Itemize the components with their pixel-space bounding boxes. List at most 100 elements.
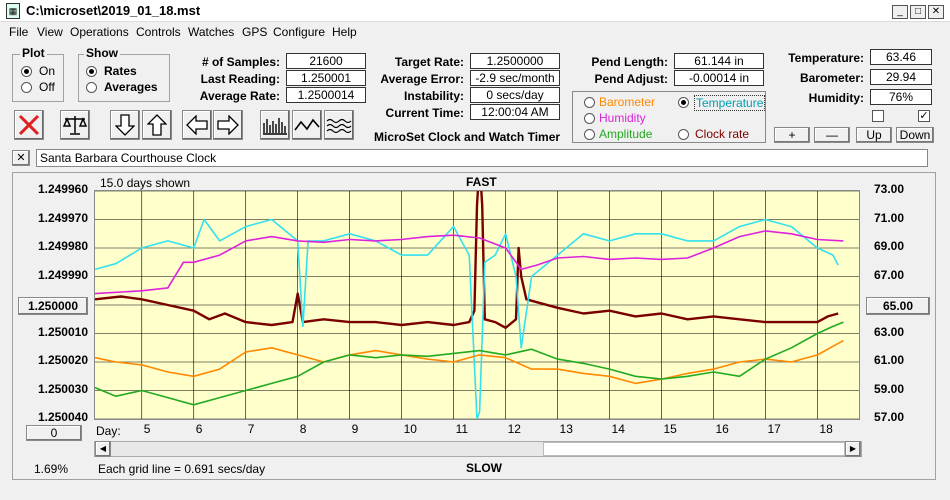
day-tick-label: 9 xyxy=(351,422,359,436)
pend-length-value: 61.144 in xyxy=(674,53,764,69)
day-tick-label: 7 xyxy=(247,422,255,436)
day-axis-label: Day: xyxy=(96,424,121,438)
app-caption: MicroSet Clock and Watch Timer xyxy=(374,130,561,144)
day-tick-label: 11 xyxy=(455,422,469,436)
menu-file[interactable]: File xyxy=(9,25,29,39)
title-bar: ▦ C:\microset\2019_01_18.mst _ □ ✕ xyxy=(0,0,950,22)
plot-on-radio[interactable] xyxy=(21,66,32,77)
temperature-radio[interactable] xyxy=(678,97,689,108)
scroll-offset-button[interactable]: 0 xyxy=(26,425,82,441)
clear-button[interactable] xyxy=(14,110,44,140)
close-window-button[interactable]: ✕ xyxy=(928,5,944,19)
maximize-button[interactable]: □ xyxy=(910,5,926,19)
menu-gps[interactable]: GPS xyxy=(242,25,268,39)
barometer-radio[interactable] xyxy=(584,97,595,108)
menu-configure[interactable]: Configure xyxy=(273,25,326,39)
show-rates-radio[interactable] xyxy=(86,66,97,77)
clock-rate-option[interactable]: Clock rate xyxy=(695,127,750,141)
left-tick-label: 1.249980 xyxy=(37,239,88,253)
average-rate-value: 1.2500014 xyxy=(286,87,366,103)
humidity-option[interactable]: Humidity xyxy=(599,111,646,125)
menu-view[interactable]: View xyxy=(37,25,63,39)
right-axis: 73.00 71.00 69.00 67.00 63.00 61.00 59.00 57.00 xyxy=(868,182,932,424)
plot-off-label[interactable]: Off xyxy=(39,80,55,94)
close-clock-button[interactable]: ✕ xyxy=(12,150,30,166)
minimize-button[interactable]: _ xyxy=(892,5,908,19)
window-title: C:\microset\2019_01_18.mst xyxy=(26,3,201,18)
bars-view-button[interactable] xyxy=(260,110,290,140)
menu-watches[interactable]: Watches xyxy=(188,25,235,39)
amplitude-radio[interactable] xyxy=(584,129,595,140)
right-tick-label: 57.00 xyxy=(874,410,905,424)
show-averages-radio[interactable] xyxy=(86,82,97,93)
option-checkbox-2[interactable]: ✓ xyxy=(918,110,930,122)
balance-scale-icon xyxy=(62,116,88,135)
last-reading-label: Last Reading: xyxy=(200,72,280,86)
menu-controls[interactable]: Controls xyxy=(136,25,181,39)
pend-adjust-value: -0.00014 in xyxy=(674,70,764,86)
humidity-label: Humidity: xyxy=(808,91,864,105)
show-group xyxy=(78,54,170,102)
clock-name-input[interactable]: Santa Barbara Courthouse Clock xyxy=(36,149,928,167)
horizontal-scrollbar[interactable]: ◀ ▶ xyxy=(94,441,862,457)
menu-bar: File View Operations Controls Watches GP… xyxy=(0,22,950,42)
scale-up-button[interactable]: Up xyxy=(856,127,892,143)
samples-label: # of Samples: xyxy=(201,55,280,69)
balance-button[interactable] xyxy=(60,110,90,140)
plot-on-label[interactable]: On xyxy=(39,64,56,78)
slow-caption: SLOW xyxy=(466,461,502,475)
target-rate-value[interactable]: 1.2500000 xyxy=(470,53,560,69)
plot-off-radio[interactable] xyxy=(21,82,32,93)
temperature-label: Temperature: xyxy=(788,51,864,65)
current-time-label: Current Time: xyxy=(385,106,464,120)
series-line-temperature xyxy=(94,218,839,420)
pend-length-label: Pend Length: xyxy=(591,55,668,69)
pend-adjust-label: Pend Adjust: xyxy=(594,72,668,86)
last-reading-value: 1.250001 xyxy=(286,70,366,86)
option-checkbox-1[interactable] xyxy=(872,110,884,122)
plot-group xyxy=(12,54,64,102)
right-tick-label: 73.00 xyxy=(874,182,905,196)
day-tick-label: 6 xyxy=(195,422,203,436)
days-shown-caption: 15.0 days shown xyxy=(100,176,191,190)
scroll-right-icon[interactable]: ▶ xyxy=(845,441,861,457)
up-arrow-button[interactable] xyxy=(142,110,172,140)
clock-rate-radio[interactable] xyxy=(678,129,689,140)
bar-graph-icon xyxy=(263,118,287,135)
left-tick-label: 1.250030 xyxy=(37,381,88,396)
line-view-button[interactable] xyxy=(292,110,322,140)
menu-operations[interactable]: Operations xyxy=(70,25,129,39)
grid-note: Each grid line = 0.691 secs/day xyxy=(98,462,266,476)
chart-frame xyxy=(12,172,936,480)
right-arrow-button[interactable] xyxy=(213,110,243,140)
left-tick-label: 1.250020 xyxy=(37,353,88,367)
right-tick-label: 71.00 xyxy=(874,210,905,225)
menu-help[interactable]: Help xyxy=(332,25,357,39)
scroll-thumb[interactable] xyxy=(543,442,845,456)
temperature-value: 63.46 xyxy=(870,49,932,65)
humidity-radio[interactable] xyxy=(584,113,595,124)
temperature-option[interactable]: Temperature xyxy=(694,95,766,111)
series-line-barometer xyxy=(94,339,844,385)
scale-down-button[interactable]: Down xyxy=(896,127,934,143)
down-arrow-button[interactable] xyxy=(110,110,140,140)
day-tick-label: 16 xyxy=(715,422,729,436)
center-rate-button[interactable]: 1.250000 xyxy=(18,297,88,315)
show-averages-label[interactable]: Averages xyxy=(104,80,158,94)
average-rate-label: Average Rate: xyxy=(199,89,280,103)
scroll-left-icon[interactable]: ◀ xyxy=(95,441,111,457)
left-tick-label: 1.250010 xyxy=(37,324,88,339)
scale-plus-button[interactable]: + xyxy=(774,127,810,143)
left-tick-label: 1.249970 xyxy=(37,210,88,225)
left-tick-label: 1.249960 xyxy=(37,182,88,196)
app-icon[interactable]: ▦ xyxy=(6,3,20,19)
show-rates-label[interactable]: Rates xyxy=(104,64,137,78)
average-error-value: -2.9 sec/month xyxy=(470,70,560,86)
center-overlay-button[interactable]: 65.00 xyxy=(866,297,930,315)
day-axis: 5 6 7 8 9 10 11 12 13 14 15 16 17 18 xyxy=(94,420,860,438)
amplitude-option[interactable]: Amplitude xyxy=(599,127,653,141)
wave-view-button[interactable] xyxy=(324,110,354,140)
left-arrow-button[interactable] xyxy=(182,110,212,140)
scale-minus-button[interactable]: — xyxy=(814,127,850,143)
barometer-option[interactable]: Barometer xyxy=(599,95,656,109)
